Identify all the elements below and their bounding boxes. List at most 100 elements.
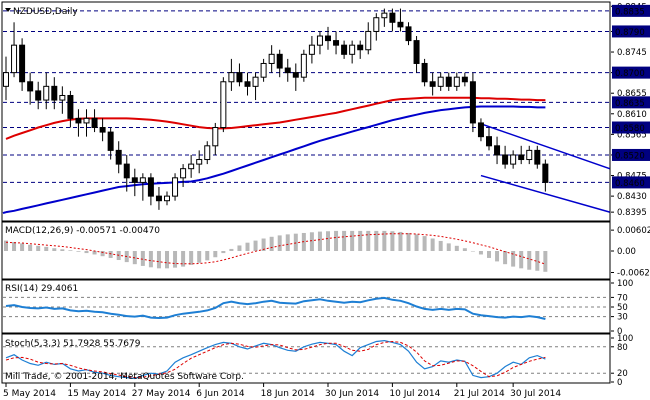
macd-tick-label: -0.0062 bbox=[617, 268, 650, 278]
channel-line bbox=[480, 174, 610, 213]
level-label-box bbox=[612, 121, 650, 134]
candle-body bbox=[107, 131, 114, 151]
candle bbox=[341, 40, 348, 59]
rsi-tick-label: 30 bbox=[617, 313, 628, 323]
candle-body bbox=[365, 30, 372, 51]
candle bbox=[268, 45, 275, 73]
candle bbox=[284, 58, 291, 82]
candle-body bbox=[252, 76, 259, 87]
macd-tick-label: 0.00 bbox=[617, 247, 636, 257]
stoch-panel bbox=[1, 333, 611, 384]
copyright-label: Mill Trade, © 2001-2014, MetaQuotes Soft… bbox=[5, 372, 244, 382]
candle-body bbox=[196, 159, 203, 165]
candle-body bbox=[357, 44, 364, 51]
candle-body bbox=[325, 35, 331, 42]
macd-bar bbox=[519, 251, 524, 269]
macd-bar bbox=[390, 231, 395, 251]
macd-bar bbox=[189, 251, 194, 265]
macd-bar bbox=[398, 231, 403, 251]
candle-body bbox=[115, 149, 122, 165]
level-label-box bbox=[612, 148, 650, 161]
macd-bar bbox=[36, 245, 41, 251]
candle bbox=[67, 90, 74, 128]
candle bbox=[486, 127, 492, 151]
macd-label: MACD(12,26,9) -0.00571 -0.00470 bbox=[5, 226, 160, 236]
macd-bar bbox=[309, 232, 314, 251]
price-tick-label: 0.8395 bbox=[617, 208, 647, 218]
candle-body bbox=[139, 177, 146, 183]
candle-body bbox=[220, 81, 227, 129]
candle-body bbox=[244, 81, 251, 87]
candle bbox=[212, 122, 219, 155]
candle bbox=[11, 22, 18, 78]
candle-body bbox=[389, 12, 396, 23]
candle bbox=[445, 72, 452, 91]
macd-bar bbox=[503, 251, 508, 265]
candle-body bbox=[445, 76, 452, 87]
level-label: 0.8790 bbox=[615, 28, 645, 38]
macd-bar bbox=[269, 236, 274, 251]
candle-body bbox=[123, 163, 130, 179]
stoch-tick-label: 100 bbox=[617, 334, 633, 344]
candle bbox=[75, 109, 82, 137]
level-label-box bbox=[612, 176, 650, 189]
macd-bar bbox=[326, 231, 330, 251]
macd-bar bbox=[277, 235, 282, 251]
candle bbox=[236, 63, 243, 87]
macd-bar bbox=[173, 251, 178, 268]
ma-blue-line bbox=[5, 105, 546, 214]
macd-bar bbox=[229, 248, 234, 251]
candle-body bbox=[461, 76, 468, 83]
candle bbox=[204, 141, 211, 165]
candle bbox=[542, 159, 549, 192]
candle-body bbox=[51, 85, 58, 101]
candle bbox=[19, 38, 26, 91]
macd-bar bbox=[12, 241, 17, 251]
macd-bar bbox=[213, 251, 218, 258]
candle-body bbox=[534, 149, 541, 165]
candle-body bbox=[75, 117, 82, 124]
x-tick-label: 30 Jun 2014 bbox=[325, 389, 379, 399]
macd-bar bbox=[28, 244, 33, 251]
candle bbox=[155, 186, 162, 210]
x-tick-label: 27 May 2014 bbox=[132, 389, 191, 399]
candle-body bbox=[268, 53, 275, 64]
candle-body bbox=[19, 44, 26, 83]
macd-bar bbox=[446, 243, 451, 251]
candle bbox=[99, 118, 106, 142]
level-label: 0.8700 bbox=[615, 69, 645, 79]
candle bbox=[453, 72, 460, 91]
rsi-tick-label: 0 bbox=[617, 327, 622, 337]
candle-body bbox=[172, 177, 179, 197]
macd-bar bbox=[382, 230, 387, 251]
candle bbox=[421, 58, 428, 87]
candle bbox=[244, 72, 251, 96]
macd-bar bbox=[237, 245, 242, 251]
candle bbox=[51, 77, 58, 110]
level-label: 0.8520 bbox=[615, 151, 645, 161]
x-tick-label: 5 May 2014 bbox=[3, 389, 56, 399]
macd-bar bbox=[414, 234, 419, 251]
price-panel bbox=[1, 1, 611, 222]
candle bbox=[292, 63, 299, 91]
macd-bar bbox=[221, 251, 226, 254]
macd-bar bbox=[84, 251, 89, 254]
collapse-triangle-icon bbox=[5, 8, 11, 12]
candle bbox=[107, 127, 114, 160]
macd-bar bbox=[487, 251, 491, 258]
candle bbox=[147, 173, 154, 206]
candle-body bbox=[228, 72, 235, 83]
macd-bar bbox=[68, 250, 73, 251]
macd-bar bbox=[342, 230, 347, 251]
candle bbox=[413, 36, 420, 73]
macd-bar bbox=[100, 251, 105, 257]
candle bbox=[59, 86, 66, 114]
candle bbox=[365, 22, 372, 55]
candle-body bbox=[3, 72, 9, 87]
macd-bar bbox=[285, 234, 290, 251]
level-label-box bbox=[612, 96, 650, 109]
macd-bar bbox=[261, 238, 266, 251]
macd-bar bbox=[334, 230, 339, 251]
x-tick-label: 6 Jun 2014 bbox=[196, 389, 245, 399]
candle-body bbox=[397, 21, 404, 28]
